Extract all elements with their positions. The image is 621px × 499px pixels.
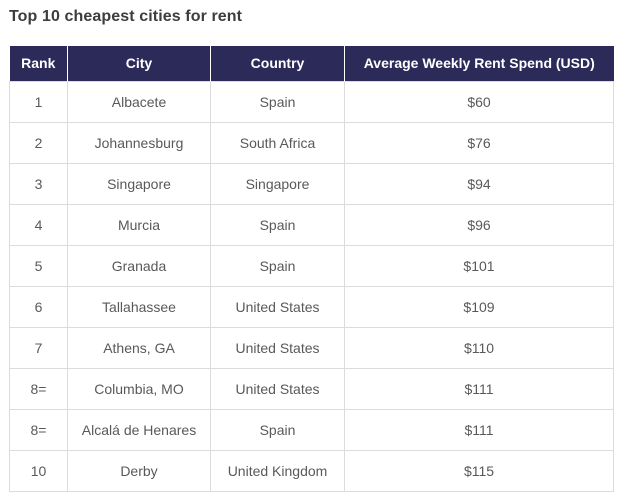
cell-rent: $111 xyxy=(344,408,614,451)
cell-city: Derby xyxy=(67,449,211,492)
cell-rank: 6 xyxy=(9,285,68,328)
cell-country: United States xyxy=(210,326,345,369)
cell-country: Spain xyxy=(210,244,345,287)
table-row: 7 Athens, GA United States $110 xyxy=(9,326,614,369)
cell-rent: $101 xyxy=(344,244,614,287)
cell-rank: 8= xyxy=(9,367,68,410)
cell-country: Singapore xyxy=(210,162,345,205)
header-rank: Rank xyxy=(9,46,68,81)
table-row: 8= Alcalá de Henares Spain $111 xyxy=(9,408,614,451)
header-rent: Average Weekly Rent Spend (USD) xyxy=(344,46,614,81)
cell-city: Athens, GA xyxy=(67,326,211,369)
cell-rank: 5 xyxy=(9,244,68,287)
cell-city: Murcia xyxy=(67,203,211,246)
cell-city: Johannesburg xyxy=(67,121,211,164)
table-row: 2 Johannesburg South Africa $76 xyxy=(9,121,614,164)
cell-country: Spain xyxy=(210,80,345,123)
cell-rank: 1 xyxy=(9,80,68,123)
cell-city: Tallahassee xyxy=(67,285,211,328)
cell-rank: 10 xyxy=(9,449,68,492)
cell-rank: 3 xyxy=(9,162,68,205)
cell-rent: $76 xyxy=(344,121,614,164)
table-row: 8= Columbia, MO United States $111 xyxy=(9,367,614,410)
table-body: 1 Albacete Spain $60 2 Johannesburg South Afri… xyxy=(9,80,614,492)
cell-rank: 8= xyxy=(9,408,68,451)
table-row: 4 Murcia Spain $96 xyxy=(9,203,614,246)
cell-rent: $115 xyxy=(344,449,614,492)
header-country: Country xyxy=(210,46,345,81)
cell-rent: $60 xyxy=(344,80,614,123)
header-city: City xyxy=(67,46,211,81)
page-title: Top 10 cheapest cities for rent xyxy=(9,8,243,25)
cell-rent: $96 xyxy=(344,203,614,246)
cheapest-cities-table: Rank City Country Average Weekly Rent Sp… xyxy=(9,46,614,492)
cell-rent: $109 xyxy=(344,285,614,328)
table-row: 5 Granada Spain $101 xyxy=(9,244,614,287)
cell-rent: $111 xyxy=(344,367,614,410)
cell-city: Columbia, MO xyxy=(67,367,211,410)
cell-rank: 2 xyxy=(9,121,68,164)
cell-city: Singapore xyxy=(67,162,211,205)
table-row: 1 Albacete Spain $60 xyxy=(9,80,614,123)
table-row: 3 Singapore Singapore $94 xyxy=(9,162,614,205)
cell-country: Spain xyxy=(210,203,345,246)
table-row: 10 Derby United Kingdom $115 xyxy=(9,449,614,492)
cell-rank: 7 xyxy=(9,326,68,369)
cell-city: Albacete xyxy=(67,80,211,123)
table-row: 6 Tallahassee United States $109 xyxy=(9,285,614,328)
cell-city: Alcalá de Henares xyxy=(67,408,211,451)
cell-rent: $94 xyxy=(344,162,614,205)
cell-country: Spain xyxy=(210,408,345,451)
table-header-row: Rank City Country Average Weekly Rent Sp… xyxy=(9,46,614,81)
cell-city: Granada xyxy=(67,244,211,287)
cell-rent: $110 xyxy=(344,326,614,369)
cell-country: United States xyxy=(210,285,345,328)
cell-rank: 4 xyxy=(9,203,68,246)
cell-country: United Kingdom xyxy=(210,449,345,492)
cell-country: United States xyxy=(210,367,345,410)
cell-country: South Africa xyxy=(210,121,345,164)
